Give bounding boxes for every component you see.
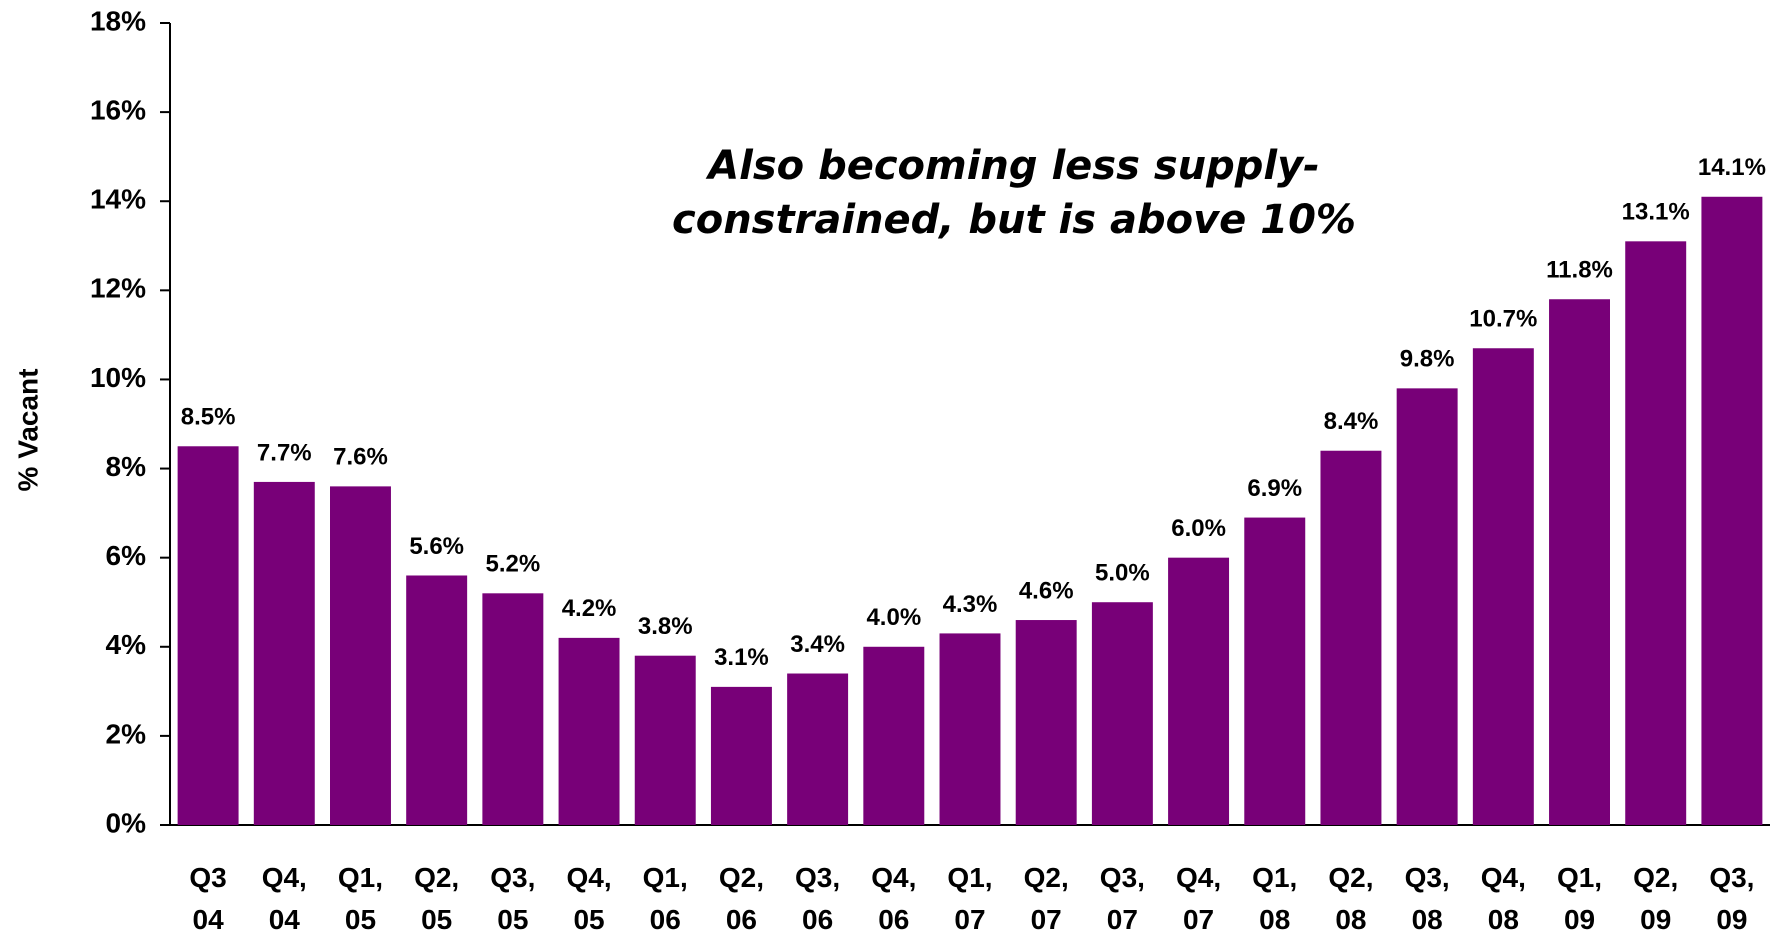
x-tick-label: Q1, 06 (642, 862, 688, 935)
value-label: 5.2% (486, 551, 541, 578)
y-tick-label: 6% (106, 540, 147, 571)
x-tick-label: Q3, 07 (1099, 862, 1145, 935)
bar (253, 481, 315, 825)
x-tick-label: Q1, 05 (337, 862, 384, 935)
x-tick-label: Q2, 09 (1633, 862, 1679, 935)
x-tick-label: Q2, 07 (1023, 862, 1069, 935)
value-label: 9.8% (1400, 346, 1455, 373)
y-tick-label: 16% (90, 95, 146, 126)
bar (1015, 620, 1077, 825)
bar (1472, 348, 1534, 825)
x-tick-label: Q4, 05 (566, 862, 612, 935)
bar (482, 593, 544, 825)
y-tick-label: 2% (106, 718, 147, 749)
value-label: 7.6% (333, 444, 388, 471)
x-tick-label: Q1, 07 (947, 862, 993, 935)
bar (177, 446, 239, 825)
value-label: 5.0% (1095, 560, 1150, 587)
bar (1396, 388, 1458, 825)
y-tick-label: 12% (90, 273, 146, 304)
value-label: 7.7% (257, 439, 312, 466)
bar (710, 686, 772, 825)
annotation: constrained, but is above 10% (672, 197, 1356, 243)
value-label: 13.1% (1622, 199, 1690, 226)
bar (1320, 450, 1382, 825)
value-label: 14.1% (1698, 154, 1766, 181)
y-tick-label: 4% (106, 629, 147, 660)
value-label: 4.2% (562, 595, 617, 622)
x-tick-label: Q3, 06 (795, 862, 841, 935)
x-tick-label: Q1, 08 (1252, 862, 1298, 935)
bar (558, 637, 620, 825)
value-label: 8.5% (181, 404, 236, 431)
bar (1549, 299, 1610, 825)
value-label: 4.6% (1019, 577, 1074, 604)
value-label: 10.7% (1469, 306, 1537, 333)
x-tick-label: Q3, 05 (490, 862, 536, 935)
bar (330, 486, 391, 825)
y-axis-label: % Vacant (12, 369, 43, 492)
value-label: 6.0% (1171, 515, 1226, 542)
bar (787, 673, 849, 825)
y-tick-label: 0% (106, 807, 147, 838)
bar (1625, 241, 1687, 826)
value-label: 3.1% (714, 644, 769, 671)
x-tick-label: Q3, 08 (1404, 862, 1450, 935)
x-tick-label: Q3 04 (189, 862, 227, 935)
value-label: 4.3% (943, 591, 998, 618)
bar (634, 655, 696, 825)
x-tick-label: Q2, 08 (1328, 862, 1374, 935)
bar (1091, 602, 1153, 825)
x-tick-label: Q4, 06 (871, 862, 917, 935)
bar (1701, 196, 1763, 825)
value-label: 5.6% (409, 533, 464, 560)
bar (863, 646, 925, 825)
value-label: 3.4% (790, 631, 845, 658)
x-tick-label: Q4, 08 (1480, 862, 1526, 935)
bar (1244, 517, 1306, 825)
x-tick-label: Q2, 06 (718, 862, 764, 935)
y-tick-label: 14% (90, 184, 146, 215)
bar (1168, 557, 1230, 825)
x-tick-label: Q2, 05 (414, 862, 460, 935)
value-label: 3.8% (638, 613, 693, 640)
bar (939, 633, 1001, 825)
value-label: 11.8% (1546, 257, 1613, 284)
x-tick-label: Q1, 09 (1556, 862, 1603, 935)
x-tick-label: Q3, 09 (1709, 862, 1755, 935)
y-tick-label: 8% (106, 451, 147, 482)
value-label: 8.4% (1324, 408, 1379, 435)
x-tick-label: Q4, 04 (261, 862, 307, 935)
annotation: Also becoming less supply- (705, 143, 1320, 189)
y-tick-label: 18% (90, 5, 146, 36)
bar (406, 575, 468, 825)
x-tick-label: Q4, 07 (1175, 862, 1222, 935)
value-label: 6.9% (1247, 475, 1302, 502)
y-tick-label: 10% (90, 362, 146, 393)
value-label: 4.0% (866, 604, 921, 631)
